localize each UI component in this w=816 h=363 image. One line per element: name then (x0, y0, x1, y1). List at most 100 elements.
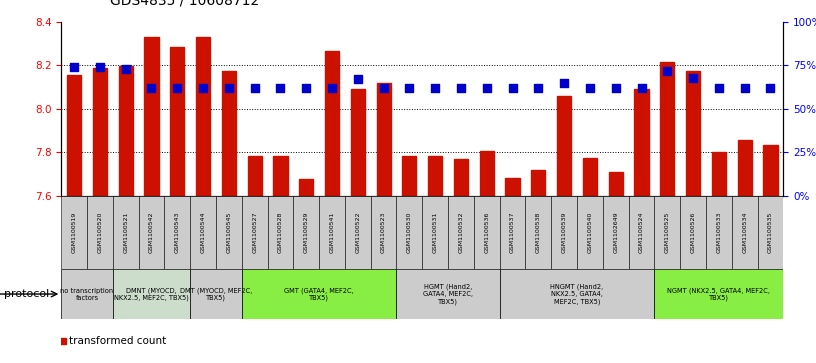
Point (197, 85, 210, 91)
Text: GDS4835 / 10608712: GDS4835 / 10608712 (110, 0, 259, 7)
Point (610, 85, 623, 91)
Text: GSM1100525: GSM1100525 (665, 212, 670, 253)
Point (299, 85, 313, 91)
Text: GSM1100523: GSM1100523 (381, 212, 386, 253)
Bar (577, 196, 603, 269)
Text: GSM1100532: GSM1100532 (459, 212, 463, 253)
Point (68, 64, 81, 70)
Bar (242, 269, 397, 319)
Point (712, 85, 725, 91)
Bar (351, 89, 365, 196)
Bar (397, 269, 499, 319)
Bar (557, 96, 571, 196)
Point (326, 85, 339, 91)
Text: GSM1100531: GSM1100531 (432, 212, 437, 253)
Text: GSM1100527: GSM1100527 (252, 212, 257, 253)
Point (455, 85, 468, 91)
Bar (242, 196, 268, 269)
Text: DMT (MYOCD, MEF2C,
TBX5): DMT (MYOCD, MEF2C, TBX5) (180, 287, 252, 301)
Text: HGMT (Hand2,
GATA4, MEF2C,
TBX5): HGMT (Hand2, GATA4, MEF2C, TBX5) (423, 284, 473, 305)
Bar (144, 37, 158, 196)
Bar (499, 196, 526, 269)
Text: GSM1100545: GSM1100545 (226, 212, 232, 253)
Point (557, 80, 570, 86)
Point (428, 85, 441, 91)
Text: GSM1100544: GSM1100544 (201, 212, 206, 253)
Point (686, 75, 699, 81)
Text: HNGMT (Hand2,
NKX2.5, GATA4,
MEF2C, TBX5): HNGMT (Hand2, NKX2.5, GATA4, MEF2C, TBX5… (551, 284, 604, 305)
Point (377, 85, 390, 91)
Bar (67, 75, 81, 196)
Bar (552, 196, 577, 269)
Text: GSM1100536: GSM1100536 (484, 212, 490, 253)
Point (583, 85, 596, 91)
Bar (397, 196, 423, 269)
Point (764, 85, 777, 91)
Bar (196, 37, 211, 196)
Bar (603, 196, 628, 269)
Bar (764, 145, 778, 196)
Bar (531, 170, 545, 196)
Bar (454, 159, 468, 196)
Bar (319, 196, 345, 269)
Bar (87, 196, 113, 269)
Bar (706, 196, 732, 269)
Point (351, 76, 364, 82)
Bar (402, 156, 416, 196)
Bar (686, 71, 700, 196)
Bar (247, 156, 262, 196)
Bar (654, 269, 783, 319)
Point (93, 64, 106, 70)
Bar (628, 196, 654, 269)
Bar (370, 196, 397, 269)
Text: GSM1100530: GSM1100530 (407, 212, 412, 253)
Bar (190, 196, 216, 269)
Bar (299, 179, 313, 196)
Text: GSM1100533: GSM1100533 (716, 212, 721, 253)
Text: GSM1100526: GSM1100526 (690, 212, 695, 253)
Bar (113, 269, 190, 319)
Bar (428, 156, 442, 196)
Bar (93, 68, 107, 196)
Bar (139, 196, 164, 269)
Point (222, 85, 235, 91)
Bar (738, 140, 752, 196)
Text: GSM1100535: GSM1100535 (768, 212, 773, 253)
Text: GSM1100534: GSM1100534 (743, 212, 747, 253)
Text: GSM1100529: GSM1100529 (304, 212, 308, 253)
Bar (171, 47, 184, 196)
Bar (712, 152, 726, 196)
Text: GSM1100521: GSM1100521 (123, 212, 128, 253)
Bar (660, 62, 674, 196)
Bar (609, 172, 623, 196)
Text: GSM1100539: GSM1100539 (561, 212, 566, 253)
Point (661, 68, 674, 73)
Bar (474, 196, 499, 269)
Bar (681, 196, 706, 269)
Bar (113, 196, 139, 269)
Point (119, 66, 132, 72)
Bar (61, 269, 113, 319)
Point (481, 85, 494, 91)
Bar (423, 196, 448, 269)
Text: GSM1102649: GSM1102649 (613, 212, 619, 253)
Text: GSM1100537: GSM1100537 (510, 212, 515, 253)
Text: no transcription
factors: no transcription factors (60, 287, 113, 301)
Bar (499, 269, 654, 319)
Bar (376, 83, 391, 196)
Text: GSM1100528: GSM1100528 (278, 212, 283, 253)
Bar (480, 151, 494, 196)
Text: GSM1100524: GSM1100524 (639, 212, 644, 253)
Bar (634, 89, 649, 196)
Text: protocol: protocol (4, 289, 49, 299)
Bar (293, 196, 319, 269)
Point (635, 85, 648, 91)
Bar (732, 196, 757, 269)
Point (532, 85, 545, 91)
Point (145, 85, 158, 91)
Point (403, 85, 416, 91)
Bar (164, 196, 190, 269)
Point (248, 85, 261, 91)
Bar (448, 196, 474, 269)
Point (171, 85, 184, 91)
